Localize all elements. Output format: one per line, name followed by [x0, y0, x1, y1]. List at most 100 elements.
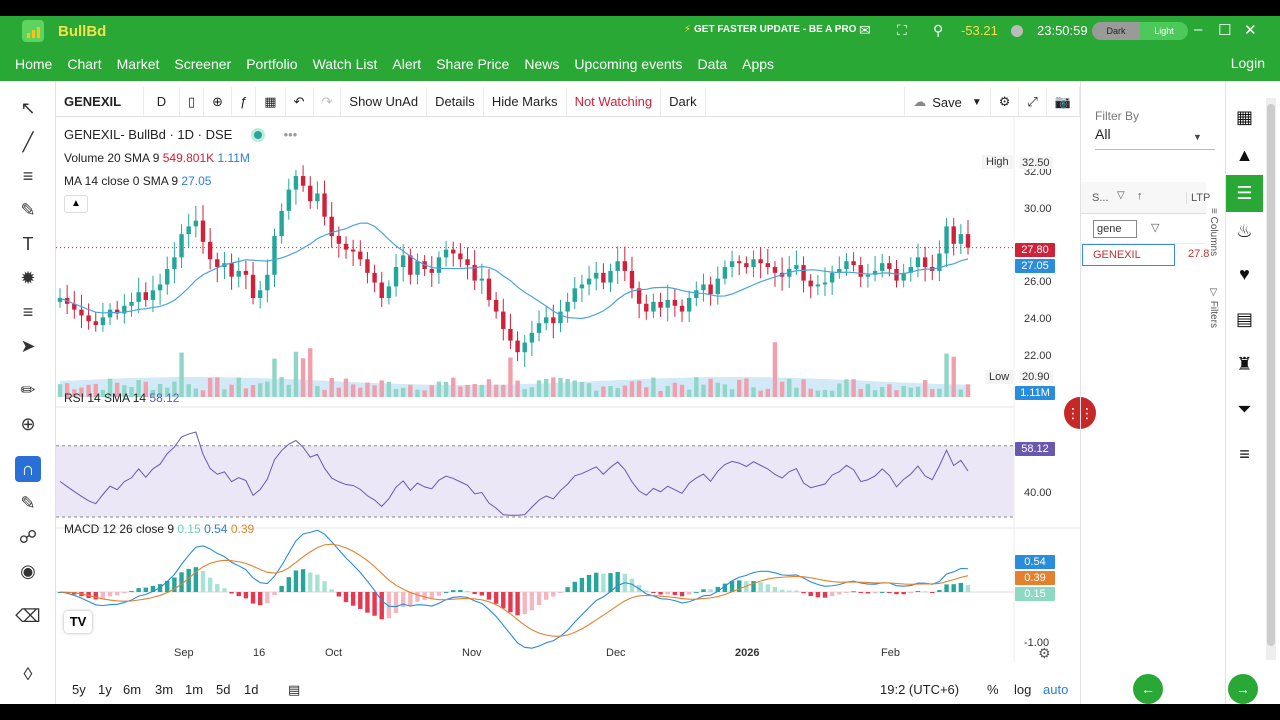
nav-watch-list[interactable]: Watch List [312, 55, 378, 72]
nav-alert[interactable]: Alert [392, 55, 422, 72]
back-arrow-button[interactable]: ← [1133, 674, 1163, 704]
close-icon[interactable]: ✕ [1244, 22, 1257, 39]
chart-type-icon[interactable]: ▯ [180, 86, 205, 117]
percent-toggle[interactable]: % [987, 682, 999, 697]
indicators-fx-icon[interactable]: ƒ [232, 86, 257, 117]
axis-settings-gear-icon[interactable]: ⚙ [1038, 645, 1051, 661]
fib-icon[interactable]: ≡ [22, 301, 34, 322]
save-button[interactable]: ☁ Save ▼ [904, 87, 991, 117]
range-1d[interactable]: 1d [244, 682, 259, 697]
ruler-icon[interactable]: ✏ [20, 379, 36, 400]
notes-icon[interactable]: ▤ [1235, 309, 1253, 329]
range-5y[interactable]: 5y [72, 682, 86, 697]
maximize-icon[interactable]: ☐ [1218, 22, 1232, 39]
filter-icon[interactable]: ⏷ [1237, 399, 1252, 419]
forward-arrow-button[interactable]: → [1228, 674, 1258, 704]
watchlist-icon[interactable]: ☰ [1226, 175, 1263, 212]
chart-area[interactable]: GENEXIL- BullBd · 1D · DSE ••• Volume 20… [56, 117, 1096, 675]
nav-home[interactable]: Home [15, 55, 53, 72]
page-scrollbar[interactable] [1266, 98, 1276, 660]
details-button[interactable]: Details [427, 86, 484, 117]
columns-tab[interactable]: ≡ Columns [1208, 208, 1219, 256]
range-3m[interactable]: 3m [155, 682, 174, 697]
fullscreen-chart-icon[interactable]: ⤢ [1019, 87, 1047, 117]
row-symbol[interactable]: GENEXIL [1082, 244, 1175, 266]
pro-promo-link[interactable]: ⚡ GET FASTER UPDATE - BE A PRO [684, 24, 856, 35]
symbol-search[interactable]: GENEXIL [56, 86, 144, 117]
layout-grid-icon[interactable]: ▦ [256, 86, 286, 117]
building-icon[interactable]: ♜ [1236, 354, 1253, 374]
filters-tab[interactable]: ▽ Filters [1208, 287, 1219, 328]
add-indicator-icon[interactable]: ⊕ [204, 86, 233, 117]
nav-apps[interactable]: Apps [742, 55, 775, 72]
search-icon[interactable]: ⚲ [933, 22, 944, 38]
nav-portfolio[interactable]: Portfolio [246, 55, 298, 72]
login-link[interactable]: Login [1230, 55, 1265, 71]
brush-icon[interactable]: ✎ [20, 199, 36, 220]
col-symbol-header[interactable]: S... [1092, 192, 1109, 204]
more-options-icon[interactable]: ••• [283, 127, 298, 142]
nav-market[interactable]: Market [116, 55, 160, 72]
nav-data[interactable]: Data [697, 55, 728, 72]
zoom-in-icon[interactable]: ⊕ [20, 413, 36, 434]
arrow-right-icon[interactable]: ➤ [20, 335, 36, 356]
text-icon[interactable]: T [22, 233, 34, 254]
dashboard-icon[interactable]: ▦ [1235, 107, 1253, 127]
lock-draw-icon[interactable]: ✎ [20, 492, 36, 513]
layers-icon[interactable]: ◊ [23, 663, 33, 684]
theme-toggle[interactable]: Dark Light [1092, 22, 1188, 40]
table-row[interactable]: GENEXIL 27.8 [1081, 244, 1209, 266]
candle [136, 292, 141, 302]
scrollbar-thumb[interactable] [1267, 104, 1275, 646]
magnet-icon[interactable]: ∩ [15, 456, 41, 482]
nav-chart[interactable]: Chart [67, 55, 102, 72]
minimize-icon[interactable]: – [1194, 21, 1203, 38]
heart-icon[interactable]: ♥ [1239, 264, 1250, 284]
collapse-legend-button[interactable]: ▲ [64, 195, 88, 213]
show-unad-button[interactable]: Show UnAd [341, 86, 428, 117]
fullscreen-icon[interactable]: ⛶ [897, 22, 907, 38]
timezone[interactable]: 19:2 (UTC+6) [880, 682, 960, 697]
trash-icon[interactable]: ⌫ [15, 605, 41, 626]
undo-icon[interactable]: ↶ [286, 86, 314, 117]
redo-icon[interactable]: ↷ [314, 86, 342, 117]
eye-icon[interactable]: ◉ [20, 560, 36, 581]
log-toggle[interactable]: log [1014, 682, 1032, 697]
date-range-calendar-icon[interactable]: ▤ [288, 682, 301, 697]
chevron-down-icon[interactable]: ▼ [1193, 132, 1202, 142]
filter-funnel-icon[interactable]: ▽ [1151, 222, 1160, 234]
lock-icon[interactable]: ☍ [18, 526, 38, 547]
nav-screener[interactable]: Screener [174, 55, 232, 72]
symbol-filter-input[interactable]: gene [1093, 220, 1137, 238]
theme-dark-option[interactable]: Dark [1092, 22, 1140, 40]
mail-icon[interactable]: ✉ [859, 22, 871, 38]
volume-bar [315, 386, 320, 397]
cursor-icon[interactable]: ↖ [20, 97, 36, 118]
sort-lines-icon[interactable]: ≡ [1239, 444, 1250, 464]
sort-up-icon[interactable]: ↑ [1137, 190, 1143, 202]
settings-gear-icon[interactable]: ⚙ [991, 87, 1020, 117]
not-watching-button[interactable]: Not Watching [567, 86, 662, 117]
range-1m[interactable]: 1m [185, 682, 204, 697]
fire-icon[interactable]: ♨ [1236, 221, 1253, 241]
trend-line-icon[interactable]: ╱ [22, 131, 34, 152]
nav-share-price[interactable]: Share Price [436, 55, 510, 72]
interval-button[interactable]: D [144, 86, 180, 117]
filter-by-select[interactable]: All [1095, 126, 1111, 142]
theme-light-option[interactable]: Light [1140, 22, 1188, 40]
horizontal-lines-icon[interactable]: ≡ [22, 165, 34, 186]
nav-news[interactable]: News [524, 55, 560, 72]
range-6m[interactable]: 6m [123, 682, 142, 697]
auto-toggle[interactable]: auto [1043, 682, 1069, 697]
filter-funnel-icon[interactable]: ▽ [1117, 190, 1125, 201]
range-1y[interactable]: 1y [98, 682, 112, 697]
hide-marks-button[interactable]: Hide Marks [484, 86, 567, 117]
volume-bar [308, 348, 313, 397]
shapes-icon[interactable]: ▲ [1235, 145, 1254, 165]
camera-icon[interactable]: 📷 [1047, 87, 1080, 117]
nav-upcoming-events[interactable]: Upcoming events [574, 55, 683, 72]
col-ltp-header[interactable]: LTP [1186, 192, 1210, 204]
range-5d[interactable]: 5d [216, 682, 231, 697]
dark-button[interactable]: Dark [661, 86, 706, 117]
pattern-icon[interactable]: ✹ [20, 267, 36, 288]
